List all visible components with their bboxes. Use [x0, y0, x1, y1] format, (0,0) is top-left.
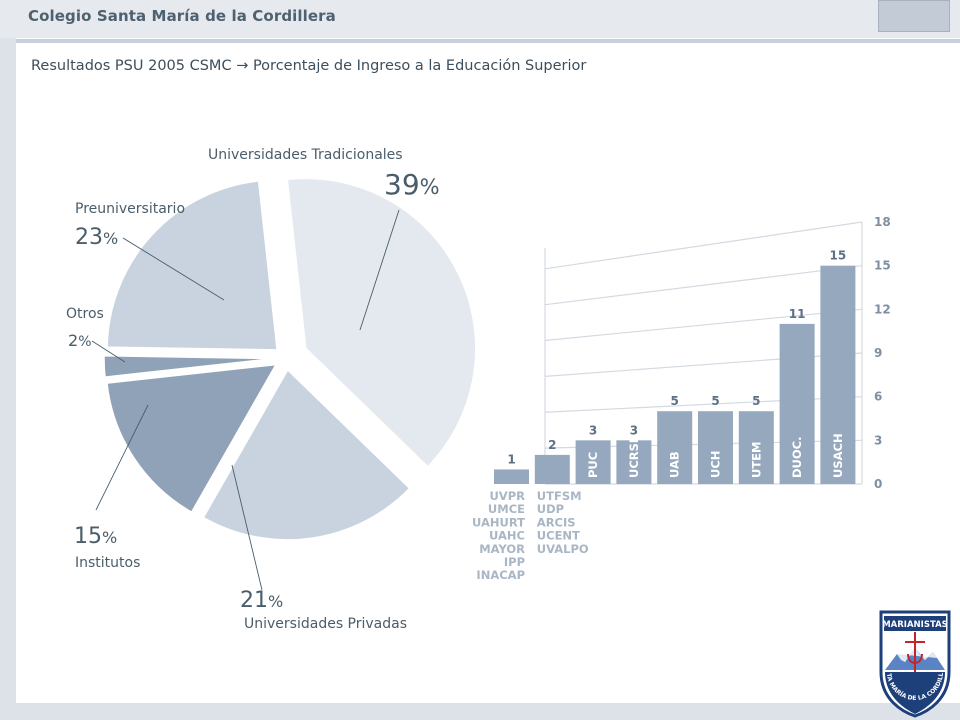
bar-group-label: MAYOR — [479, 542, 525, 556]
bar-value-label: 15 — [830, 249, 847, 263]
subtitle-left: Resultados PSU 2005 CSMC — [31, 58, 232, 74]
y-tick-label: 15 — [874, 259, 891, 273]
value-preuniversitario-unit: % — [103, 229, 119, 248]
grid-line-12 — [544, 308, 863, 342]
bar-group-label: UMCE — [488, 502, 525, 516]
bar-value-label: 5 — [752, 394, 760, 408]
bar-value-label: 11 — [789, 307, 806, 321]
value-institutos-unit: % — [102, 528, 118, 547]
bar-6 — [698, 411, 733, 484]
bar-inner-label: UCRSH — [627, 433, 641, 478]
label-preuniversitario: Preuniversitario — [75, 201, 186, 217]
bar-value-label: 3 — [589, 423, 597, 437]
value-tradicionales: 39% — [384, 168, 440, 201]
value-institutos-number: 15 — [74, 524, 102, 549]
bar-inner-label: UAB — [668, 451, 682, 478]
bar-group-label: UTFSM — [537, 489, 582, 503]
bar-group-label: UDP — [537, 502, 564, 516]
value-preuniversitario: 23% — [75, 225, 118, 250]
school-logo: MARIANISTAS SANTA MARÍA DE LA CORDILLERA — [877, 610, 951, 718]
bar-inner-label: DUOC. — [790, 437, 804, 478]
label-institutos: Institutos — [75, 555, 141, 571]
leader-line-otros — [91, 340, 126, 363]
bar-2 — [534, 454, 570, 484]
bar-group-label: UCENT — [537, 529, 580, 543]
label-tradicionales: Universidades Tradicionales — [208, 147, 403, 163]
pie-slice-institutos — [106, 363, 278, 514]
bar-1 — [494, 469, 529, 484]
logo-top-text: MARIANISTAS — [882, 620, 948, 630]
subtitle-right: Porcentaje de Ingreso a la Educación Sup… — [252, 58, 587, 74]
bar-group-label: INACAP — [476, 568, 525, 582]
value-privadas: 21% — [240, 588, 283, 613]
bar-value-label: 5 — [711, 394, 719, 408]
bar-inner-label: USACH — [831, 433, 845, 478]
y-tick-label: 9 — [874, 346, 882, 360]
value-tradicionales-unit: % — [419, 175, 440, 199]
leader-line-tradicionales — [359, 209, 400, 331]
y-tick-label: 0 — [874, 477, 882, 491]
leader-line-privadas — [231, 464, 263, 591]
bar-group-label: UVALPO — [537, 542, 589, 556]
grid-line-18 — [544, 221, 863, 270]
y-tick-label: 3 — [874, 433, 882, 447]
bar-value-label: 1 — [507, 452, 515, 466]
y-tick-label: 18 — [874, 215, 891, 229]
label-otros: Otros — [66, 306, 104, 322]
header-bar — [0, 0, 960, 38]
bar-4 — [616, 440, 652, 484]
value-otros: 2% — [68, 331, 92, 350]
value-privadas-number: 21 — [240, 588, 268, 613]
value-otros-unit: % — [78, 334, 92, 350]
left-strip — [0, 38, 16, 720]
pie-slice-universidades-tradicionales — [286, 177, 477, 468]
value-preuniversitario-number: 23 — [75, 225, 103, 250]
pie-slice-preuniversitario — [106, 180, 278, 351]
pie-slice-universidades-privadas — [202, 368, 411, 541]
label-privadas: Universidades Privadas — [244, 616, 408, 632]
value-institutos: 15% — [74, 524, 117, 549]
arrow-icon: → — [236, 58, 249, 74]
leader-line-institutos — [95, 404, 149, 511]
value-tradicionales-number: 39 — [384, 168, 420, 201]
pie-slice-otros — [103, 354, 275, 378]
bar-group-label: UAHC — [489, 529, 525, 543]
grid-line-15 — [544, 265, 863, 306]
bar-group-label: ARCIS — [537, 515, 576, 529]
y-tick-label: 6 — [874, 390, 882, 404]
value-otros-number: 2 — [68, 331, 79, 350]
bar-5 — [657, 411, 693, 484]
slide-subtitle: Resultados PSU 2005 CSMC → Porcentaje de… — [31, 58, 586, 74]
bar-group-label: UAHURT — [472, 515, 525, 529]
bar-group-label: IPP — [504, 555, 525, 569]
bar-9 — [820, 265, 856, 484]
leader-line-preuniversitario — [122, 237, 225, 301]
bar-value-label: 5 — [671, 394, 679, 408]
bar-7 — [738, 411, 774, 484]
bar-group-label: UVPR — [489, 489, 525, 503]
bar-value-label: 3 — [630, 423, 638, 437]
bar-value-label: 2 — [548, 438, 556, 452]
bar-inner-label: UCH — [709, 451, 723, 478]
bar-inner-label: PUC — [586, 452, 600, 478]
school-name: Colegio Santa María de la Cordillera — [28, 7, 336, 25]
bar-3 — [575, 440, 611, 484]
bar-inner-label: UTEM — [749, 442, 763, 478]
header-divider — [16, 39, 960, 43]
y-tick-label: 12 — [874, 302, 891, 316]
header-accent-box — [878, 0, 950, 32]
footer-bar — [16, 703, 960, 720]
bar-8 — [779, 323, 815, 484]
value-privadas-unit: % — [268, 592, 284, 611]
